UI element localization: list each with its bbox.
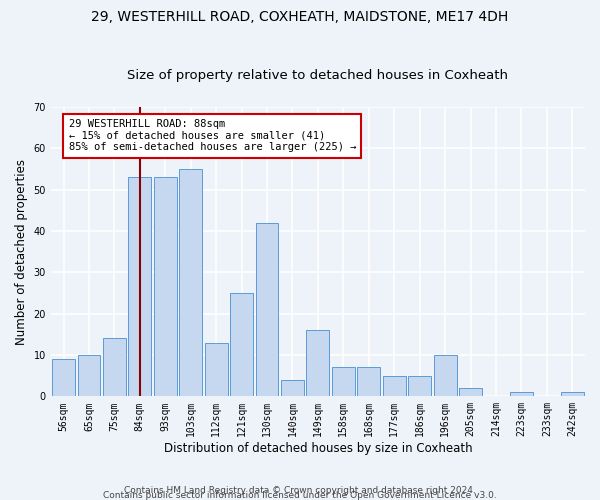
Bar <box>52 359 75 397</box>
Bar <box>561 392 584 396</box>
Y-axis label: Number of detached properties: Number of detached properties <box>15 158 28 344</box>
Bar <box>281 380 304 396</box>
Text: Contains public sector information licensed under the Open Government Licence v3: Contains public sector information licen… <box>103 490 497 500</box>
Bar <box>230 293 253 397</box>
Text: 29 WESTERHILL ROAD: 88sqm
← 15% of detached houses are smaller (41)
85% of semi-: 29 WESTERHILL ROAD: 88sqm ← 15% of detac… <box>68 119 356 152</box>
Bar <box>103 338 126 396</box>
Bar <box>358 368 380 396</box>
X-axis label: Distribution of detached houses by size in Coxheath: Distribution of detached houses by size … <box>164 442 472 455</box>
Title: Size of property relative to detached houses in Coxheath: Size of property relative to detached ho… <box>127 69 508 82</box>
Bar <box>205 342 227 396</box>
Bar <box>408 376 431 396</box>
Bar <box>256 222 278 396</box>
Bar <box>434 355 457 397</box>
Bar <box>128 177 151 396</box>
Bar <box>179 169 202 396</box>
Text: 29, WESTERHILL ROAD, COXHEATH, MAIDSTONE, ME17 4DH: 29, WESTERHILL ROAD, COXHEATH, MAIDSTONE… <box>91 10 509 24</box>
Bar <box>154 177 177 396</box>
Bar <box>459 388 482 396</box>
Bar <box>332 368 355 396</box>
Bar <box>307 330 329 396</box>
Bar <box>77 355 100 397</box>
Bar <box>510 392 533 396</box>
Bar <box>383 376 406 396</box>
Text: Contains HM Land Registry data © Crown copyright and database right 2024.: Contains HM Land Registry data © Crown c… <box>124 486 476 495</box>
